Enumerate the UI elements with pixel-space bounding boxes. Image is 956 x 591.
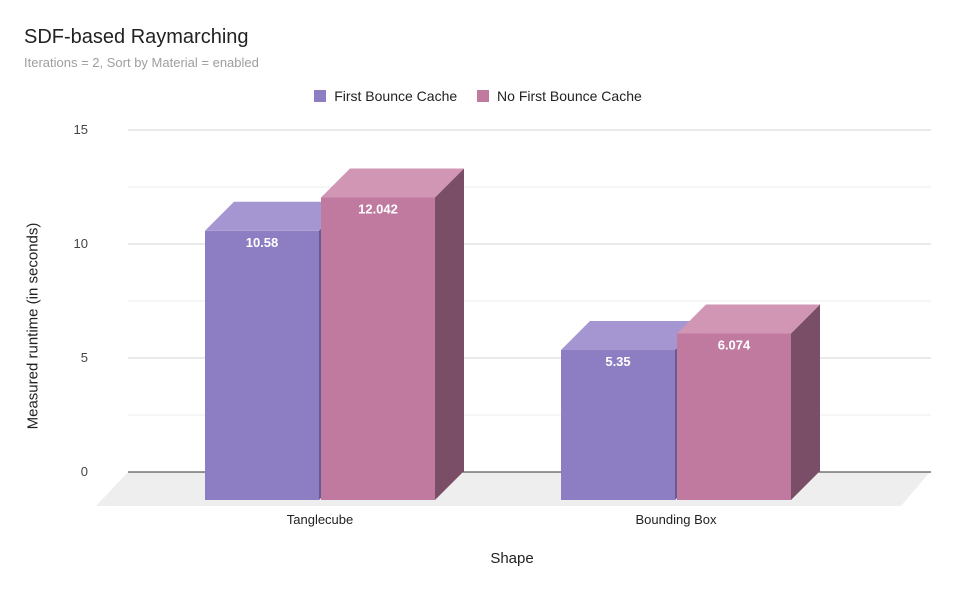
bar-value-label: 12.042 [358,201,398,216]
bar-front [677,333,791,500]
chart-title: SDF-based Raymarching [24,26,249,48]
bar-top [561,321,704,351]
bar-top [677,304,820,334]
legend-item-first-bounce-cache[interactable]: First Bounce Cache [314,88,457,104]
legend-swatch [477,90,490,102]
bar-value-label: 10.58 [246,235,279,250]
y-tick-label: 15 [74,122,88,137]
y-tick-label: 10 [74,236,88,251]
legend-swatch [314,90,327,102]
bar-top [205,201,348,231]
y-tick-label: 5 [81,350,88,365]
legend-label: First Bounce Cache [334,88,458,104]
bar-front [205,230,319,500]
legend-label: No First Bounce Cache [497,88,642,104]
bar-front [561,350,675,500]
x-axis-title: Shape [490,550,534,567]
bar-side [791,304,820,500]
y-tick-label: 0 [81,464,88,479]
legend-item-no-first-bounce-cache[interactable]: No First Bounce Cache [477,88,642,104]
legend: First Bounce Cache No First Bounce Cache [0,88,956,104]
x-tick-label: Tanglecube [287,512,354,527]
chart-subtitle: Iterations = 2, Sort by Material = enabl… [24,55,259,70]
bar-value-label: 6.074 [718,338,751,353]
bar-front [321,197,435,501]
bar-value-label: 5.35 [605,354,630,369]
bar-side [435,168,464,501]
bar-top [321,168,464,198]
x-tick-label: Bounding Box [636,512,717,527]
